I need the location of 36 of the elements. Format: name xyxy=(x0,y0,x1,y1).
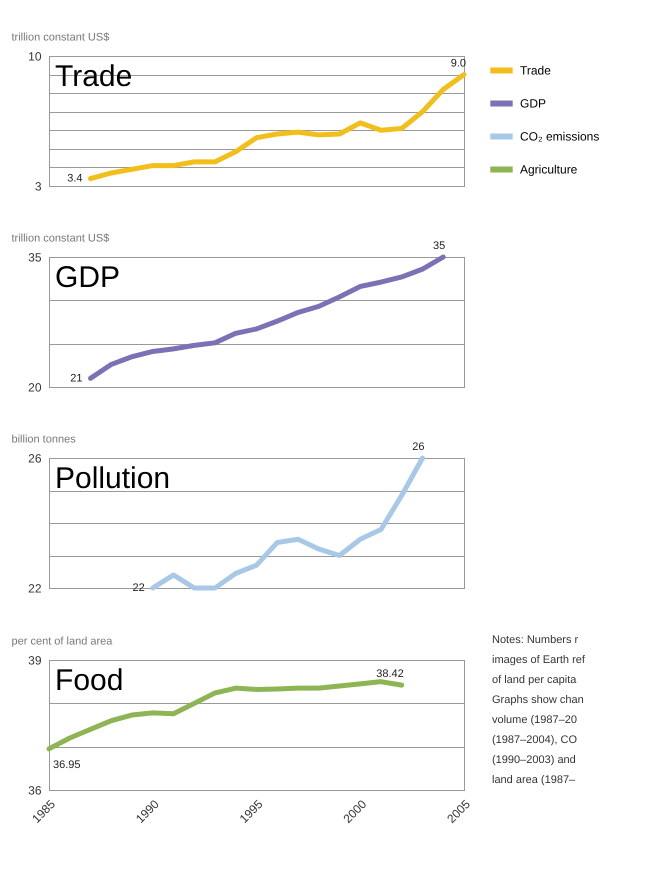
text: images of Earth ref xyxy=(492,654,586,666)
annotation: Pollution xyxy=(55,462,170,495)
y-tick-label: 26 xyxy=(28,452,42,466)
text: volume (1987–20 xyxy=(492,714,578,726)
y-axis-title: billion tonnes xyxy=(12,434,76,446)
data-label: 38.42 xyxy=(376,668,404,680)
y-tick-label: 39 xyxy=(28,654,42,668)
y-tick-label: 36 xyxy=(28,784,42,798)
y-tick-label: 35 xyxy=(28,250,42,264)
text: Notes: Numbers r xyxy=(492,634,579,646)
legend-label: Agriculture xyxy=(520,162,578,176)
data-label: 22 xyxy=(132,582,145,594)
data-label: 35 xyxy=(433,240,446,252)
text: Graphs show chan xyxy=(492,694,584,706)
text: (1990–2003) and xyxy=(492,754,576,766)
annotation: GDP xyxy=(55,261,120,294)
y-tick-label: 20 xyxy=(28,380,42,394)
data-label: 21 xyxy=(70,372,82,384)
legend-label: Trade xyxy=(520,64,552,78)
legend-label: CO₂ emissions xyxy=(520,130,600,144)
legend-label: GDP xyxy=(520,96,546,110)
y-axis-title: trillion constant US$ xyxy=(12,32,110,44)
y-tick-label: 10 xyxy=(28,50,42,64)
text: of land per capita xyxy=(492,674,578,686)
text: (1987–2004), CO xyxy=(492,734,578,746)
annotation: Food xyxy=(55,664,124,697)
y-tick-label: 22 xyxy=(28,582,42,596)
y-axis-title: per cent of land area xyxy=(12,636,114,648)
data-label: 3.4 xyxy=(67,172,82,185)
data-label: 26 xyxy=(412,441,424,453)
data-label: 9.0 xyxy=(450,58,466,70)
y-tick-label: 3 xyxy=(34,180,42,194)
data-label: 36.95 xyxy=(53,758,81,771)
annotation: Trade xyxy=(55,60,132,93)
text: land area (1987– xyxy=(492,774,576,786)
y-axis-title: trillion constant US$ xyxy=(12,232,110,244)
